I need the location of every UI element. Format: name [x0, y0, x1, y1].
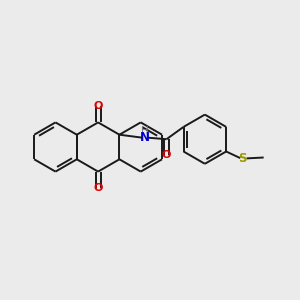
Text: O: O [93, 183, 103, 193]
Text: S: S [238, 152, 247, 166]
Text: H: H [141, 126, 149, 136]
Text: O: O [93, 101, 103, 111]
Text: N: N [140, 131, 150, 144]
Text: O: O [162, 150, 171, 160]
